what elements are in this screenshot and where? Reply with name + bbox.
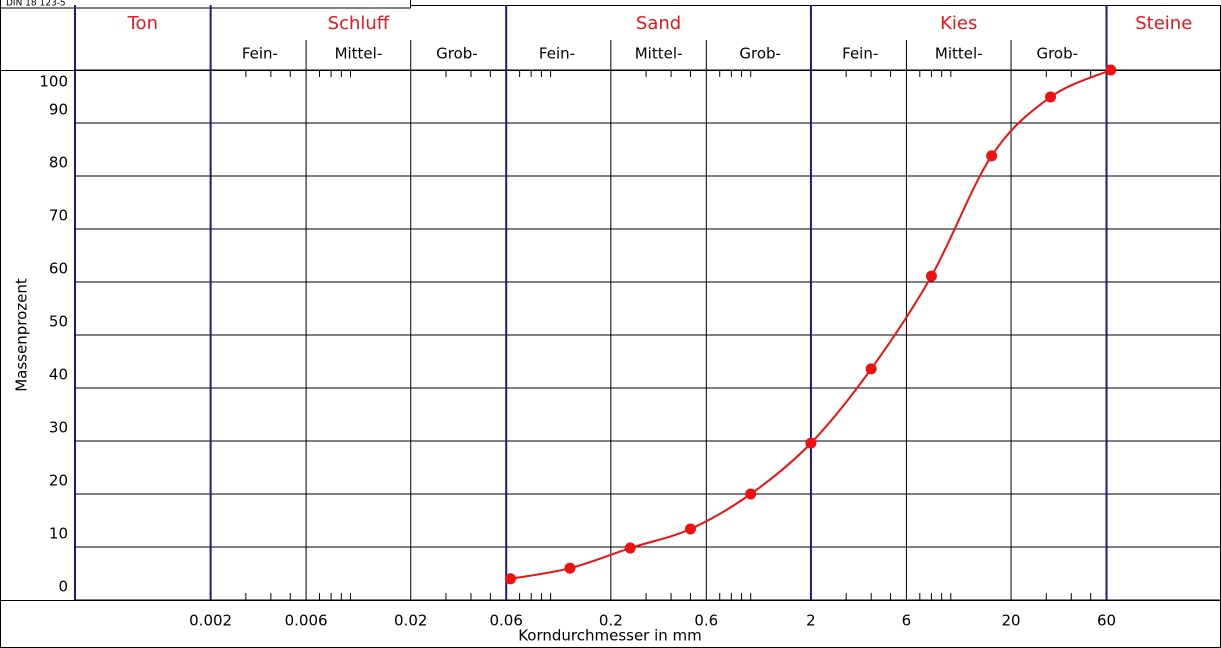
- data-point: [986, 150, 998, 162]
- y-tick-label: 100: [39, 73, 68, 91]
- x-tick-label: 0.2: [599, 612, 623, 630]
- fraction-label: Kies: [940, 13, 977, 34]
- x-tick-label: 2: [806, 612, 816, 630]
- y-axis-label: Massenprozent: [13, 278, 31, 392]
- x-tick-label: 0.6: [694, 612, 718, 630]
- x-tick-label: 0.02: [394, 612, 427, 630]
- subfraction-label: Fein-: [842, 45, 878, 63]
- y-tick-label: 10: [49, 525, 68, 543]
- subfraction-label: Mittel-: [635, 45, 683, 63]
- subfraction-label: Grob-: [1036, 45, 1078, 63]
- subfraction-label: Fein-: [242, 45, 278, 63]
- data-point: [1045, 91, 1057, 103]
- x-tick-label: 20: [1001, 612, 1020, 630]
- x-tick-label: 6: [902, 612, 912, 630]
- y-tick-label: 70: [49, 207, 68, 225]
- y-tick-label: 40: [49, 366, 68, 384]
- y-tick-label: 0: [58, 578, 68, 596]
- x-tick-label: 0.006: [285, 612, 328, 630]
- x-tick-label: 0.06: [490, 612, 523, 630]
- fraction-label: Steine: [1135, 13, 1192, 34]
- data-point: [684, 523, 696, 535]
- note-box: [0, 0, 411, 9]
- fraction-label: Schluff: [328, 13, 390, 34]
- subfraction-label: Grob-: [436, 45, 478, 63]
- data-point: [1105, 64, 1117, 76]
- subfraction-label: Mittel-: [935, 45, 983, 63]
- data-point: [805, 437, 817, 449]
- y-tick-label: 90: [49, 101, 68, 119]
- subfraction-label: Grob-: [739, 45, 781, 63]
- data-point: [865, 363, 877, 375]
- fraction-label: Sand: [636, 13, 681, 34]
- data-point: [925, 270, 937, 282]
- fraction-label: Ton: [127, 13, 158, 34]
- data-point: [504, 573, 516, 585]
- note: DIN 18 123-5: [6, 0, 66, 9]
- x-axis-label: Korndurchmesser in mm: [518, 627, 702, 645]
- x-tick-label: 60: [1097, 612, 1116, 630]
- y-tick-label: 80: [49, 154, 68, 172]
- data-point: [624, 542, 636, 554]
- y-tick-label: 20: [49, 472, 68, 490]
- y-tick-label: 50: [49, 313, 68, 331]
- y-tick-label: 30: [49, 419, 68, 437]
- data-point: [745, 488, 757, 500]
- subfraction-label: Mittel-: [335, 45, 383, 63]
- x-tick-label: 0.002: [189, 612, 232, 630]
- data-point: [564, 562, 576, 574]
- y-tick-label: 60: [49, 260, 68, 278]
- subfraction-label: Fein-: [539, 45, 575, 63]
